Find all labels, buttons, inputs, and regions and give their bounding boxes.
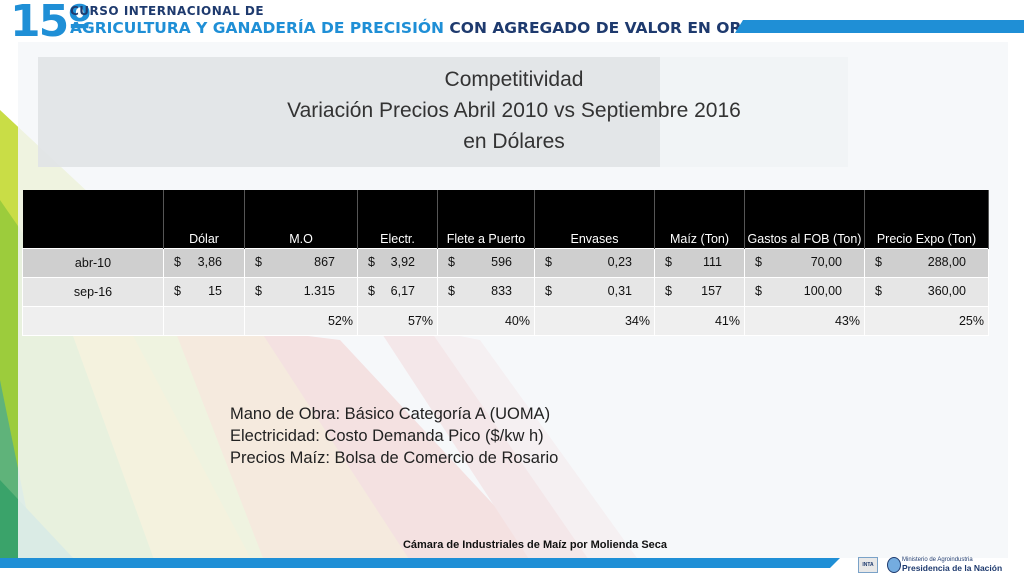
table-cell: $15 xyxy=(163,277,245,307)
table-cell: $0,31 xyxy=(534,277,655,307)
cell-value: 3,92 xyxy=(390,255,415,269)
cell-value: 867 xyxy=(314,255,335,269)
title-line-1: Competitividad xyxy=(444,68,584,91)
table-cell: $288,00 xyxy=(864,248,989,278)
note-line: Mano de Obra: Básico Categoría A (UOMA) xyxy=(230,405,551,423)
currency-symbol: $ xyxy=(545,255,552,269)
table-header-cell: Precio Expo (Ton) xyxy=(864,190,989,249)
footer-stripe xyxy=(0,558,840,568)
cell-value: 833 xyxy=(491,284,512,298)
cell-value: 3,86 xyxy=(197,255,222,269)
slide-title: Competitividad Variación Precios Abril 2… xyxy=(260,64,768,157)
table-cell: $70,00 xyxy=(744,248,865,278)
table-row-percentages: 52% 57% 40% 34% 41% 43% 25% xyxy=(22,306,989,336)
currency-symbol: $ xyxy=(755,255,762,269)
currency-symbol: $ xyxy=(368,255,375,269)
currency-symbol: $ xyxy=(665,284,672,298)
percentage-cell: 34% xyxy=(534,306,655,336)
cell-value: 15 xyxy=(208,284,222,298)
currency-symbol: $ xyxy=(174,255,181,269)
table-header-cell: Flete a Puerto xyxy=(437,190,535,249)
source-notes: Mano de Obra: Básico Categoría A (UOMA) … xyxy=(230,403,558,469)
header-stripe xyxy=(735,20,1024,33)
price-table: Dólar M.O Electr. Flete a Puerto Envases… xyxy=(22,190,989,336)
currency-symbol: $ xyxy=(368,284,375,298)
cell-value: 1.315 xyxy=(303,284,335,298)
course-number: 15º xyxy=(10,0,92,47)
percentage-cell: 52% xyxy=(244,306,358,336)
cell-value: 157 xyxy=(701,284,722,298)
table-header-row: Dólar M.O Electr. Flete a Puerto Envases… xyxy=(22,190,989,249)
currency-symbol: $ xyxy=(875,284,882,298)
table-header-cell: Gastos al FOB (Ton) xyxy=(744,190,865,249)
slide-header: 15º CURSO INTERNACIONAL DE AGRICULTURA Y… xyxy=(0,0,1024,47)
footer-organization: Cámara de Industriales de Maíz por Molie… xyxy=(402,539,668,551)
percentage-cell: 41% xyxy=(654,306,745,336)
title-line-2: Variación Precios Abril 2010 vs Septiemb… xyxy=(287,99,741,122)
table-row: sep-16 $15 $1.315 $6,17 $833 $0,31 $157 … xyxy=(22,277,989,307)
argentina-seal-icon xyxy=(887,557,901,573)
percentage-cell: 57% xyxy=(357,306,438,336)
table-header-cell: Dólar xyxy=(163,190,245,249)
table-header-cell: Maíz (Ton) xyxy=(654,190,745,249)
percentage-cell: 25% xyxy=(864,306,989,336)
row-label: sep-16 xyxy=(22,277,164,307)
cell-value: 288,00 xyxy=(927,255,966,269)
title-box-extension xyxy=(660,57,848,167)
currency-symbol: $ xyxy=(755,284,762,298)
currency-symbol: $ xyxy=(255,255,262,269)
currency-symbol: $ xyxy=(448,255,455,269)
table-cell: $833 xyxy=(437,277,535,307)
cell-value: 111 xyxy=(702,255,722,269)
table-cell: $1.315 xyxy=(244,277,358,307)
currency-symbol: $ xyxy=(448,284,455,298)
cell-value: 6,17 xyxy=(390,284,415,298)
note-line: Precios Maíz: Bolsa de Comercio de Rosar… xyxy=(230,449,559,467)
currency-symbol: $ xyxy=(665,255,672,269)
note-line: Electricidad: Costo Demanda Pico ($/kw h… xyxy=(230,427,544,445)
currency-symbol: $ xyxy=(875,255,882,269)
table-cell xyxy=(22,306,164,336)
percentage-cell: 40% xyxy=(437,306,535,336)
table-header-cell xyxy=(22,190,164,249)
course-title: AGRICULTURA Y GANADERÍA DE PRECISIÓN CON… xyxy=(70,19,783,37)
cell-value: 70,00 xyxy=(810,255,842,269)
ministry-logo: Ministerio de Agroindustria Presidencia … xyxy=(902,557,1002,573)
currency-symbol: $ xyxy=(174,284,181,298)
table-header-cell: M.O xyxy=(244,190,358,249)
table-cell xyxy=(163,306,245,336)
cell-value: 100,00 xyxy=(803,284,842,298)
cell-value: 596 xyxy=(491,255,512,269)
table-cell: $6,17 xyxy=(357,277,438,307)
table-cell: $360,00 xyxy=(864,277,989,307)
cell-value: 0,23 xyxy=(607,255,632,269)
course-subtitle: CURSO INTERNACIONAL DE xyxy=(70,4,265,18)
table-cell: $157 xyxy=(654,277,745,307)
course-title-part2: CON AGREGADO DE VALOR EN ORIGEN xyxy=(444,19,784,37)
title-line-3: en Dólares xyxy=(463,130,565,153)
ministry-name: Ministerio de Agroindustria xyxy=(902,557,973,563)
table-cell: $3,92 xyxy=(357,248,438,278)
table-cell: $100,00 xyxy=(744,277,865,307)
table-header-cell: Electr. xyxy=(357,190,438,249)
percentage-cell: 43% xyxy=(744,306,865,336)
table-row: abr-10 $3,86 $867 $3,92 $596 $0,23 $111 … xyxy=(22,248,989,278)
title-box xyxy=(38,57,660,167)
table-cell: $596 xyxy=(437,248,535,278)
currency-symbol: $ xyxy=(255,284,262,298)
cell-value: 360,00 xyxy=(927,284,966,298)
presidency-name: Presidencia de la Nación xyxy=(902,563,1003,573)
cell-value: 0,31 xyxy=(607,284,632,298)
table-cell: $0,23 xyxy=(534,248,655,278)
table-header-cell: Envases xyxy=(534,190,655,249)
table-cell: $3,86 xyxy=(163,248,245,278)
currency-symbol: $ xyxy=(545,284,552,298)
inta-logo: INTA xyxy=(858,557,878,573)
table-cell: $111 xyxy=(654,248,745,278)
course-title-part1: AGRICULTURA Y GANADERÍA DE PRECISIÓN xyxy=(70,19,444,37)
row-label: abr-10 xyxy=(22,248,164,278)
table-cell: $867 xyxy=(244,248,358,278)
